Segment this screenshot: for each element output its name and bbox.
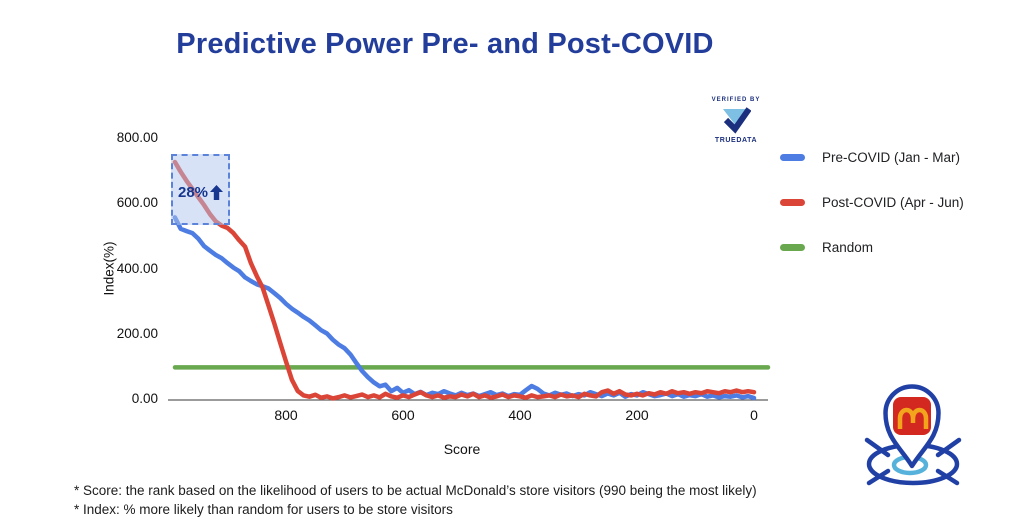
- legend-swatch: [780, 198, 805, 206]
- legend-item: Pre-COVID (Jan - Mar): [780, 148, 1010, 166]
- verified-badge: VERIFIED BY TRUEDATA: [704, 97, 768, 144]
- footnote-score: * Score: the rank based on the likelihoo…: [74, 483, 757, 498]
- x-tick-label: 0: [750, 407, 758, 423]
- y-axis-title: Index(%): [101, 241, 117, 296]
- legend-swatch: [780, 243, 805, 251]
- y-tick-label: 800.00: [116, 130, 158, 146]
- series-line-pre-covid-jan-mar: [172, 215, 757, 401]
- y-tick-label: 400.00: [116, 260, 158, 276]
- annotation-box: 28%: [171, 154, 230, 225]
- page-title: Predictive Power Pre- and Post-COVID: [176, 28, 714, 60]
- truedata-logo-icon: [721, 105, 751, 135]
- footnote-index: * Index: % more likely than random for u…: [74, 502, 453, 517]
- x-tick-label: 800: [274, 407, 298, 423]
- annotation-label: 28%: [177, 184, 209, 201]
- x-tick-label: 400: [508, 407, 532, 423]
- x-tick-label: 600: [391, 407, 415, 423]
- y-tick-label: 0.00: [131, 391, 158, 406]
- up-arrow-icon: [210, 185, 224, 200]
- legend: Pre-COVID (Jan - Mar) Post-COVID (Apr - J…: [780, 148, 1010, 283]
- x-tick-label: 200: [625, 407, 649, 423]
- series-line-post-covid-apr-jun: [172, 159, 757, 401]
- golden-arches-icon: [897, 407, 929, 429]
- footnotes: * Score: the rank based on the likelihoo…: [74, 481, 834, 519]
- legend-label: Random: [822, 239, 874, 255]
- x-axis-title: Score: [443, 441, 481, 457]
- legend-item: Post-COVID (Apr - Jun): [780, 193, 1010, 211]
- y-tick-label: 600.00: [116, 195, 158, 211]
- legend-item: Random: [780, 238, 1010, 256]
- legend-label: Pre-COVID (Jan - Mar): [822, 149, 961, 165]
- verified-by-text: VERIFIED BY: [711, 97, 761, 103]
- legend-swatch: [780, 153, 805, 161]
- truedata-wordmark: TRUEDATA: [714, 137, 758, 144]
- mcdonalds-location-pin-icon: [864, 384, 962, 486]
- legend-label: Post-COVID (Apr - Jun): [822, 194, 964, 210]
- target-tick-marks: [864, 437, 962, 486]
- y-tick-label: 200.00: [116, 325, 158, 341]
